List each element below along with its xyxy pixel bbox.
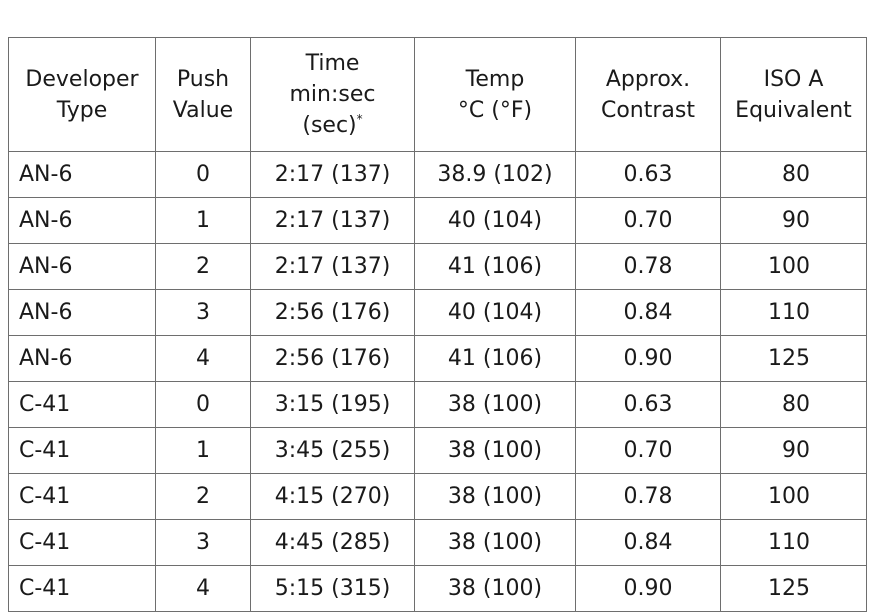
table-row: C-41 0 3:15 (195) 38 (100) 0.63 80 (8, 381, 867, 428)
header-row: Developer Type Push Value Time min:sec (… (8, 37, 867, 152)
cell-time: 3:15 (195) (250, 381, 415, 428)
cell-push-value: 2 (155, 473, 251, 520)
cell-push-value: 1 (155, 197, 251, 244)
header-temp: Temp °C (°F) (414, 37, 576, 152)
cell-temp: 41 (106) (414, 335, 576, 382)
cell-time: 4:15 (270) (250, 473, 415, 520)
cell-developer-type: C-41 (8, 473, 156, 520)
cell-contrast: 0.84 (575, 519, 721, 566)
table-row: AN-6 2 2:17 (137) 41 (106) 0.78 100 (8, 243, 867, 290)
cell-time: 2:56 (176) (250, 289, 415, 336)
cell-time: 3:45 (255) (250, 427, 415, 474)
time-footnote-marker: * (356, 112, 363, 126)
cell-developer-type: AN-6 (8, 151, 156, 198)
header-contrast: Approx. Contrast (575, 37, 721, 152)
table-row: C-41 1 3:45 (255) 38 (100) 0.70 90 (8, 427, 867, 474)
cell-push-value: 3 (155, 519, 251, 566)
cell-temp: 41 (106) (414, 243, 576, 290)
cell-push-value: 1 (155, 427, 251, 474)
cell-developer-type: AN-6 (8, 197, 156, 244)
cell-push-value: 2 (155, 243, 251, 290)
cell-developer-type: AN-6 (8, 243, 156, 290)
cell-time: 5:15 (315) (250, 565, 415, 612)
table-row: AN-6 4 2:56 (176) 41 (106) 0.90 125 (8, 335, 867, 382)
table-row: C-41 4 5:15 (315) 38 (100) 0.90 125 (8, 565, 867, 612)
cell-contrast: 0.84 (575, 289, 721, 336)
table-row: AN-6 1 2:17 (137) 40 (104) 0.70 90 (8, 197, 867, 244)
cell-iso: 80 (720, 151, 867, 198)
table-row: AN-6 0 2:17 (137) 38.9 (102) 0.63 80 (8, 151, 867, 198)
cell-time: 2:17 (137) (250, 151, 415, 198)
cell-contrast: 0.78 (575, 243, 721, 290)
cell-contrast: 0.63 (575, 381, 721, 428)
cell-developer-type: C-41 (8, 381, 156, 428)
cell-contrast: 0.90 (575, 335, 721, 382)
cell-iso: 110 (720, 519, 867, 566)
cell-push-value: 4 (155, 335, 251, 382)
table-row: C-41 3 4:45 (285) 38 (100) 0.84 110 (8, 519, 867, 566)
header-time: Time min:sec (sec)* (250, 37, 415, 152)
cell-time: 2:56 (176) (250, 335, 415, 382)
table-body: AN-6 0 2:17 (137) 38.9 (102) 0.63 80 AN-6 1 2:17… (8, 151, 867, 612)
table-row: AN-6 3 2:56 (176) 40 (104) 0.84 110 (8, 289, 867, 336)
cell-iso: 90 (720, 197, 867, 244)
cell-contrast: 0.70 (575, 197, 721, 244)
cell-temp: 40 (104) (414, 197, 576, 244)
header-iso: ISO A Equivalent (720, 37, 867, 152)
cell-developer-type: AN-6 (8, 335, 156, 382)
cell-temp: 38 (100) (414, 381, 576, 428)
cell-temp: 38 (100) (414, 427, 576, 474)
cell-contrast: 0.78 (575, 473, 721, 520)
cell-developer-type: C-41 (8, 427, 156, 474)
cell-contrast: 0.63 (575, 151, 721, 198)
cell-temp: 38.9 (102) (414, 151, 576, 198)
developer-push-table: Developer Type Push Value Time min:sec (… (8, 37, 867, 612)
cell-temp: 38 (100) (414, 519, 576, 566)
cell-iso: 110 (720, 289, 867, 336)
cell-push-value: 3 (155, 289, 251, 336)
cell-push-value: 0 (155, 151, 251, 198)
cell-iso: 80 (720, 381, 867, 428)
cell-iso: 125 (720, 335, 867, 382)
cell-iso: 100 (720, 473, 867, 520)
cell-contrast: 0.70 (575, 427, 721, 474)
cell-temp: 40 (104) (414, 289, 576, 336)
cell-temp: 38 (100) (414, 565, 576, 612)
header-developer-type: Developer Type (8, 37, 156, 152)
cell-developer-type: C-41 (8, 565, 156, 612)
cell-iso: 100 (720, 243, 867, 290)
table-row: C-41 2 4:15 (270) 38 (100) 0.78 100 (8, 473, 867, 520)
cell-contrast: 0.90 (575, 565, 721, 612)
cell-time: 2:17 (137) (250, 243, 415, 290)
cell-push-value: 4 (155, 565, 251, 612)
cell-temp: 38 (100) (414, 473, 576, 520)
cell-push-value: 0 (155, 381, 251, 428)
cell-time: 2:17 (137) (250, 197, 415, 244)
cell-time: 4:45 (285) (250, 519, 415, 566)
cell-developer-type: C-41 (8, 519, 156, 566)
header-push-value: Push Value (155, 37, 251, 152)
cell-developer-type: AN-6 (8, 289, 156, 336)
cell-iso: 90 (720, 427, 867, 474)
cell-iso: 125 (720, 565, 867, 612)
